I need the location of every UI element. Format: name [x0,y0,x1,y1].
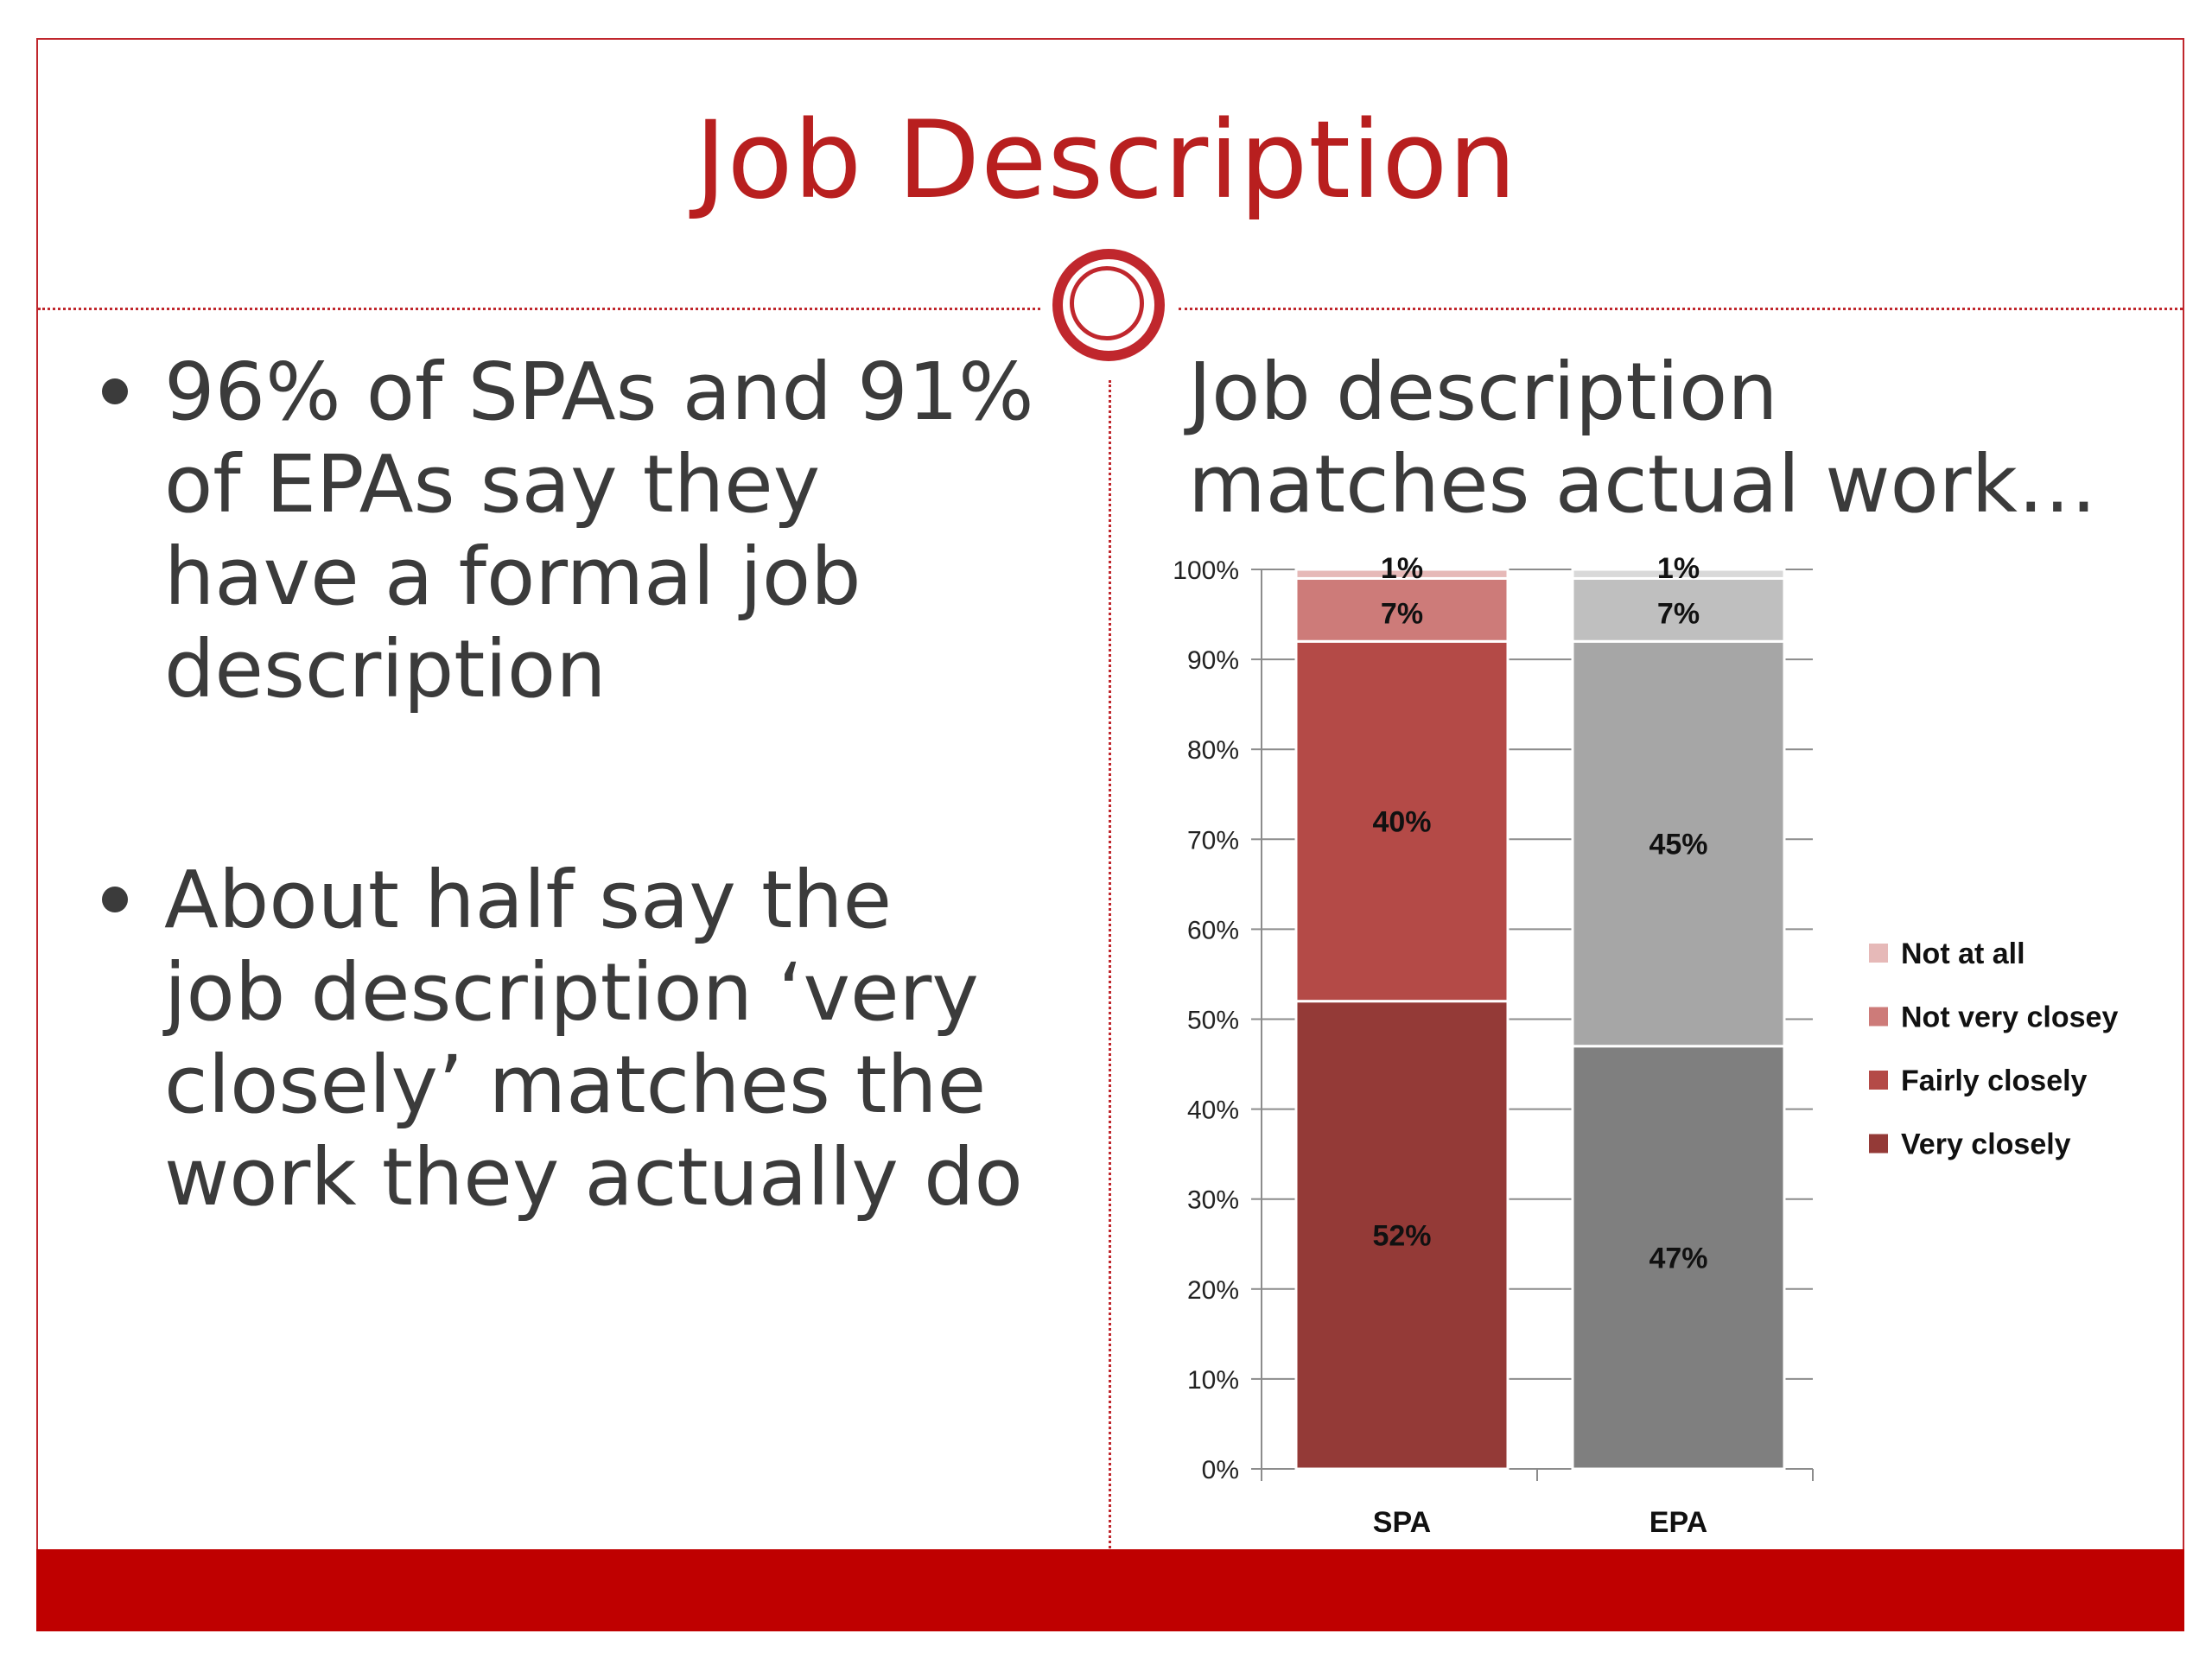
bar-segment [1571,568,1786,580]
y-tick-label: 20% [1187,1276,1239,1305]
y-tick-label: 10% [1187,1366,1239,1395]
bullet-text: 96% of SPAs and 91% of EPAs say they hav… [164,346,1034,715]
legend-label: Not at all [1901,938,2025,970]
y-tick-label: 50% [1187,1007,1239,1035]
y-tick-label: 70% [1187,826,1239,855]
column-divider [1109,380,1111,1548]
bullet-list: 96% of SPAs and 91% of EPAs say they hav… [95,346,1037,1362]
bullet-item: About half say the job description ‘very… [95,854,1037,1224]
data-label: 7% [1381,597,1423,630]
legend-label: Not very closey [1901,1001,2118,1034]
bar-segment [1571,639,1786,1048]
data-label: 45% [1649,829,1707,861]
data-label: 1% [1657,552,1700,585]
y-tick-label: 90% [1187,646,1239,675]
x-tick-label: SPA [1373,1506,1431,1539]
bar-segment [1294,568,1510,580]
bar-segment [1294,1000,1510,1471]
legend-swatch [1869,1071,1888,1090]
data-label: 52% [1372,1219,1431,1252]
header-divider-right [1179,308,2183,310]
data-label: 1% [1381,552,1423,585]
y-tick-label: 60% [1187,916,1239,944]
chart-heading: Job description matches actual work… [1188,346,2097,531]
y-tick-label: 100% [1173,556,1239,585]
bar-segment [1571,576,1786,643]
bullet-marker [102,887,128,912]
divider-ornament [1052,249,1165,361]
legend-swatch [1869,944,1888,963]
data-label: 40% [1372,805,1431,838]
bar-segment [1294,639,1510,1003]
data-label: 47% [1649,1242,1707,1274]
header-divider-left [38,308,1040,310]
bullet-marker [102,378,128,404]
legend-swatch [1869,1007,1888,1027]
bar-segment [1294,576,1510,643]
slide-title: Job Description [695,99,1517,223]
y-tick-label: 30% [1187,1186,1239,1215]
bar-segment [1571,1045,1786,1471]
y-tick-label: 80% [1187,736,1239,765]
x-tick-label: EPA [1649,1506,1707,1539]
legend-label: Very closely [1901,1128,2071,1161]
legend-swatch [1869,1134,1888,1154]
bullet-item: 96% of SPAs and 91% of EPAs say they hav… [95,346,1037,715]
bullet-text: About half say the job description ‘very… [164,854,1023,1224]
y-tick-label: 40% [1187,1096,1239,1125]
footer-band [36,1549,2184,1631]
data-label: 7% [1657,597,1700,630]
y-tick-label: 0% [1202,1456,1239,1484]
legend-label: Fairly closely [1901,1065,2088,1097]
